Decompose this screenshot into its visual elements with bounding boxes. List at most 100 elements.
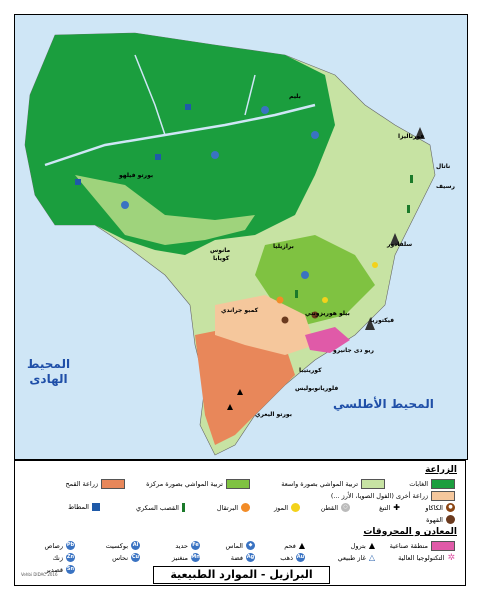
city-label: فورتاليزا bbox=[398, 133, 425, 140]
banana-icon bbox=[372, 262, 378, 268]
legend-item-cacao: ● الكاكاو bbox=[425, 503, 455, 512]
map-title: البرازيل - الموارد الطبيعية bbox=[153, 566, 330, 584]
legend-label: زراعة أخرى (الفول الصويا، الأرز ...) bbox=[330, 492, 428, 500]
iron-icon: Fe bbox=[191, 541, 200, 550]
coal-icon: ▲ bbox=[298, 541, 305, 550]
legend-label: التكنولوجيا العالية bbox=[398, 554, 445, 562]
legend-minerals-title: المعادن و المحروقات bbox=[363, 527, 457, 537]
legend-item-other-agri: زراعة أخرى (الفول الصويا، الأرز ...) bbox=[331, 491, 455, 501]
legend-item-zinc: Zn زنك bbox=[53, 553, 75, 562]
iron-icon bbox=[301, 271, 309, 279]
city-label: كويابا bbox=[213, 255, 230, 262]
legend-label: بترول bbox=[350, 541, 366, 550]
oil-icon bbox=[390, 233, 400, 245]
legend: الزراعة الغابات تربية المواشي بصورة واسع… bbox=[14, 460, 466, 586]
legend-label: القصب السكري bbox=[135, 503, 179, 512]
ocean-label-atlantic: المحيط الأطلسي bbox=[333, 397, 434, 411]
legend-label: منغنيز bbox=[171, 553, 188, 562]
city-label: سلفادور bbox=[387, 241, 413, 248]
legend-item-wheat: زراعة القمح bbox=[65, 479, 125, 489]
legend-item-lead: Pb رصاص bbox=[44, 541, 75, 550]
legend-label: قصدير bbox=[45, 565, 63, 574]
bauxite-icon: Al bbox=[131, 541, 140, 550]
coffee-icon bbox=[311, 311, 319, 319]
tin-icon bbox=[121, 201, 129, 209]
legend-label: رصاص bbox=[44, 541, 64, 550]
diamond-icon: ◆ bbox=[246, 541, 255, 550]
sugarcane-icon bbox=[182, 503, 185, 512]
legend-item-manganese: Mn منغنيز bbox=[172, 553, 200, 562]
legend-item-tin: Sn قصدير bbox=[45, 565, 75, 574]
cattle-swatch bbox=[361, 479, 385, 489]
forest-swatch bbox=[431, 479, 455, 489]
map-frame: المحيط الهادى المحيط الأطلسي مانوس بليم … bbox=[14, 14, 468, 460]
cacao-icon: ● bbox=[446, 503, 455, 512]
legend-label: فحم bbox=[284, 541, 296, 550]
legend-item-cattle: تربية المواشي بصورة واسعة bbox=[281, 479, 385, 489]
legend-item-coffee: القهوة bbox=[426, 515, 455, 524]
legend-label: بوكسيت bbox=[105, 541, 128, 550]
legend-label: فضة bbox=[230, 553, 243, 562]
legend-label: الكاكاو bbox=[425, 503, 443, 512]
coal-icon bbox=[227, 404, 233, 410]
city-label: بورتو اليغري bbox=[255, 411, 292, 418]
legend-label: منطقة صناعية bbox=[389, 542, 428, 550]
coal-icon bbox=[237, 389, 243, 395]
rubber-icon bbox=[185, 104, 191, 110]
legend-label: المطاط bbox=[68, 503, 89, 511]
legend-item-oil: ▲ بترول bbox=[351, 541, 375, 550]
silver-icon: Ag bbox=[246, 553, 255, 562]
city-label: كمبو جراندي bbox=[221, 307, 259, 314]
city-label: بليم bbox=[289, 93, 301, 100]
river-tributary bbox=[134, 54, 166, 136]
city-label: فيكتوريا bbox=[370, 317, 395, 324]
legend-item-forest: الغابات bbox=[409, 479, 455, 489]
legend-item-iron: Fe حديد bbox=[175, 541, 200, 550]
sugarcane-icon bbox=[295, 290, 298, 298]
legend-item-silver: Ag فضة bbox=[231, 553, 255, 562]
city-label: ناتال bbox=[436, 163, 451, 170]
lead-icon: Pb bbox=[66, 541, 75, 550]
legend-item-gas: △ غاز طبيعي bbox=[338, 553, 375, 562]
river-tributary bbox=[244, 74, 256, 116]
cotton-icon: ○ bbox=[341, 503, 350, 512]
manganese-icon: Mn bbox=[191, 553, 200, 562]
industrial-zone bbox=[305, 327, 350, 353]
orange-icon bbox=[241, 503, 250, 512]
legend-label: البرتقال bbox=[216, 503, 238, 512]
city-label: رسيف bbox=[436, 183, 455, 190]
oil-icon bbox=[365, 318, 375, 330]
legend-label: زراعة القمح bbox=[65, 480, 98, 488]
legend-label: الماس bbox=[225, 541, 243, 550]
cattle-intense-region bbox=[255, 235, 375, 325]
oil-icon bbox=[415, 127, 425, 139]
legend-label: الموز bbox=[273, 503, 288, 512]
cattle-intense-swatch bbox=[226, 479, 250, 489]
legend-label: نحاس bbox=[112, 553, 128, 562]
map-credit: Vehbi DIDAC 2016 bbox=[21, 572, 58, 577]
city-label: فلوريانوبوليس bbox=[295, 385, 339, 392]
legend-item-diamond: ◆ الماس bbox=[226, 541, 255, 550]
legend-label: حديد bbox=[175, 541, 188, 550]
tin-icon: Sn bbox=[66, 565, 75, 574]
river-amazon bbox=[44, 103, 316, 167]
legend-label: تربية المواشي بصورة مركزة bbox=[146, 480, 223, 488]
coffee-icon bbox=[281, 316, 289, 324]
legend-item-copper: Cu نحاس bbox=[112, 553, 140, 562]
sugarcane-icon bbox=[407, 205, 410, 213]
industrial-zone-icon bbox=[431, 541, 455, 551]
oil-icon: ▲ bbox=[368, 541, 375, 550]
legend-label: غاز طبيعي bbox=[337, 553, 366, 562]
legend-label: القطن bbox=[320, 503, 338, 512]
ocean-label-pacific-line1: المحيط bbox=[27, 357, 71, 371]
coffee-icon bbox=[446, 515, 455, 524]
ocean-label-pacific-line2: الهادى bbox=[29, 372, 68, 386]
legend-label: تربية المواشي بصورة واسعة bbox=[281, 480, 358, 488]
legend-item-bauxite: Al بوكسيت bbox=[106, 541, 140, 550]
brazil-map bbox=[24, 32, 436, 456]
city-label: ريو دى جانيرو bbox=[333, 347, 374, 354]
legend-item-tobacco: ✚ التبغ bbox=[379, 503, 400, 512]
city-label: بيلو هوريزونتي bbox=[305, 310, 350, 317]
tobacco-icon: ✚ bbox=[393, 503, 400, 512]
rubber-icon bbox=[75, 179, 81, 185]
